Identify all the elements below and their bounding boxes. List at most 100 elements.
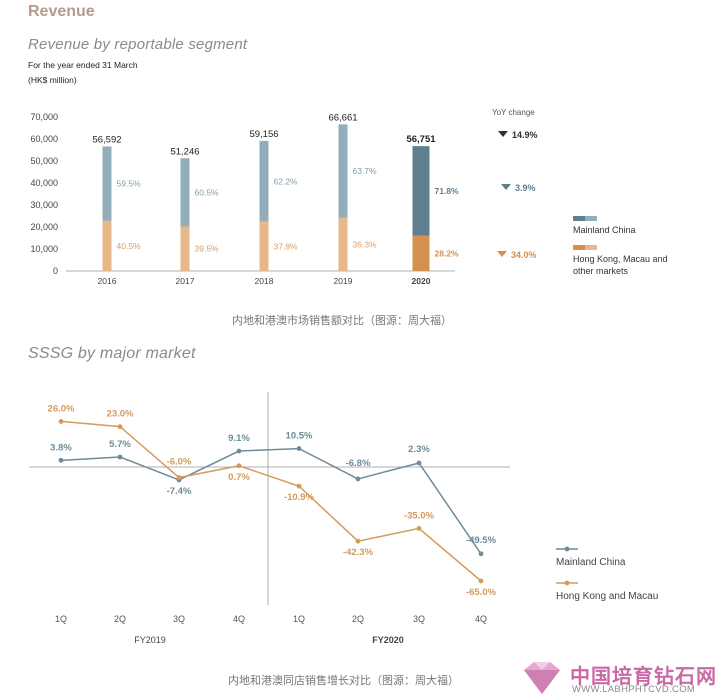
x-tick-label: 2018	[255, 276, 274, 286]
legend-label-mainland: Mainland China	[556, 557, 626, 568]
mainland-share-label: 63.7%	[353, 166, 378, 176]
bar-hk	[180, 226, 190, 271]
legend-label-hk: Hong Kong and Macau	[556, 591, 658, 602]
x-tick-label: 2Q	[114, 614, 126, 624]
bar-total-label: 66,661	[328, 112, 357, 123]
yoy-mainland: 3.9%	[515, 183, 536, 193]
data-label-mainland: 2.3%	[408, 444, 430, 455]
bar-hk	[338, 217, 348, 271]
x-tick-label: 2016	[98, 276, 117, 286]
bar-total-label: 51,246	[170, 146, 199, 157]
x-tick-label: 2020	[412, 276, 431, 286]
hk-share-label: 37.8%	[274, 241, 299, 251]
data-label-hk: 23.0%	[107, 409, 134, 420]
watermark-url: WWW.LABHPHTCVD.COM	[572, 684, 696, 695]
data-label-mainland: -6.8%	[346, 458, 371, 469]
x-tick-label: 2Q	[352, 614, 364, 624]
down-triangle-icon	[497, 251, 507, 257]
data-label-mainland: -49.5%	[466, 535, 497, 546]
data-label-hk: -10.9%	[284, 492, 315, 503]
data-label-mainland: -7.4%	[167, 486, 192, 497]
bar-mainland	[338, 124, 348, 218]
legend-marker-mainland	[564, 546, 570, 552]
diamond-logo-icon	[524, 662, 560, 694]
point-hk	[236, 463, 242, 469]
legend-marker-hk	[564, 580, 570, 586]
point-hk	[478, 578, 484, 584]
hk-share-label: 28.2%	[435, 248, 460, 258]
line-hk	[60, 420, 482, 582]
yoy-total: 14.9%	[512, 130, 538, 140]
data-label-hk: -65.0%	[466, 587, 497, 598]
sssg-chart-title: SSSG by major market	[28, 345, 196, 362]
x-tick-label: 2019	[334, 276, 353, 286]
bar-mainland	[259, 140, 269, 222]
data-label-mainland: 9.1%	[228, 433, 250, 444]
revenue-chart-caption: 内地和港澳市场销售额对比（图源：周大福）	[232, 315, 452, 327]
data-label-mainland: 10.5%	[286, 431, 313, 442]
point-mainland	[296, 446, 302, 451]
yoy-header: YoY change	[492, 108, 535, 117]
sssg-chart-caption: 内地和港澳同店销售增长对比（图源：周大福）	[228, 675, 459, 687]
hk-share-label: 39.5%	[195, 244, 220, 254]
legend-swatch-hk-light	[585, 245, 597, 250]
legend-swatch-hk	[573, 245, 585, 250]
point-hk	[355, 538, 361, 544]
bar-mainland	[180, 158, 190, 227]
x-tick-label: 4Q	[233, 614, 245, 624]
data-label-mainland: 3.8%	[50, 442, 72, 453]
point-hk	[296, 483, 302, 489]
watermark: 中国培育钻石网 WWW.LABHPHTCVD.COM	[518, 660, 717, 696]
bar-mainland	[412, 146, 430, 236]
watermark-name: 中国培育钻石网	[570, 666, 717, 688]
legend-label-mainland: Mainland China	[573, 225, 636, 235]
revenue-chart-unit: (HK$ million)	[28, 75, 77, 85]
yoy-hk: 34.0%	[511, 250, 537, 260]
bar-hk	[412, 235, 430, 271]
mainland-share-label: 71.8%	[435, 186, 460, 196]
data-label-hk: -42.3%	[343, 547, 374, 558]
data-label-hk: -35.0%	[404, 510, 435, 521]
legend-swatch-mainland-light	[585, 216, 597, 221]
point-mainland	[355, 476, 361, 482]
y-tick-label: 0	[53, 266, 58, 276]
point-hk	[58, 419, 64, 424]
y-tick-label: 60,000	[30, 134, 58, 144]
hk-share-label: 40.5%	[117, 241, 142, 251]
y-tick-label: 40,000	[30, 178, 58, 188]
point-mainland	[416, 460, 422, 466]
sssg-line-chart: 3.8% 5.7% -7.4% 9.1% 10.5% -6.8% 2.3% -49.5% 26.…	[29, 392, 658, 645]
mainland-share-label: 59.5%	[117, 179, 142, 189]
data-label-mainland: 5.7%	[109, 439, 131, 450]
point-hk	[416, 525, 422, 531]
bar-hk	[102, 220, 112, 271]
point-mainland	[236, 448, 242, 454]
mainland-share-label: 62.2%	[274, 176, 299, 186]
section-title: Revenue	[28, 3, 95, 20]
group-label-fy2020: FY2020	[372, 635, 404, 645]
bar-total-label: 56,592	[92, 134, 121, 145]
x-tick-label: 3Q	[413, 614, 425, 624]
line-mainland	[60, 447, 482, 555]
data-label-hk: 26.0%	[48, 403, 75, 414]
x-tick-label: 1Q	[293, 614, 305, 624]
y-tick-label: 10,000	[30, 244, 58, 254]
data-label-hk: -6.0%	[167, 457, 192, 468]
point-hk	[117, 424, 123, 430]
point-mainland	[478, 551, 484, 557]
x-tick-label: 3Q	[173, 614, 185, 624]
point-hk	[176, 475, 182, 480]
y-tick-label: 70,000	[30, 112, 58, 122]
legend-swatch-mainland	[573, 216, 585, 221]
bar-total-label: 56,751	[406, 134, 436, 145]
group-label-fy2019: FY2019	[134, 635, 166, 645]
down-triangle-icon	[501, 184, 511, 190]
bar-hk	[259, 221, 269, 271]
x-tick-label: 1Q	[55, 614, 67, 624]
data-label-hk: 0.7%	[228, 472, 250, 483]
bar-mainland	[102, 146, 112, 221]
revenue-bar-chart: 0 10,000 20,000 30,000 40,000 50,000 60,000 70,…	[30, 108, 667, 286]
x-tick-label: 4Q	[475, 614, 487, 624]
x-tick-label: 2017	[176, 276, 195, 286]
revenue-chart-period: For the year ended 31 March	[28, 60, 138, 70]
